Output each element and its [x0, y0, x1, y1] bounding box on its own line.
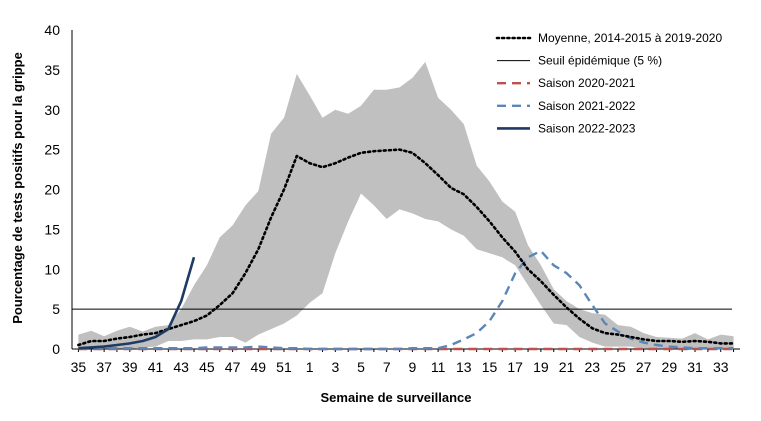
- series-line-0: [77, 148, 735, 347]
- y-tick-label: 15: [44, 221, 60, 237]
- historical-range-band: [78, 61, 734, 350]
- legend-label: Saison 2022-2023: [538, 121, 636, 135]
- x-tick-label: 11: [431, 359, 446, 375]
- x-tick-label: 17: [507, 359, 523, 375]
- y-tick-label: 40: [44, 22, 60, 38]
- x-tick-label: 25: [610, 359, 626, 375]
- x-tick-label: 47: [225, 359, 241, 375]
- legend-label: Saison 2020-2021: [538, 76, 636, 90]
- x-tick-label: 5: [357, 359, 365, 375]
- y-tick-label: 0: [52, 341, 60, 357]
- x-tick-label: 27: [636, 359, 652, 375]
- x-tick-label: 1: [306, 359, 314, 375]
- y-tick-label: 25: [44, 142, 60, 158]
- x-tick-label: 51: [276, 359, 292, 375]
- legend-label: Moyenne, 2014-2015 à 2019-2020: [538, 31, 722, 45]
- x-tick-label: 9: [409, 359, 417, 375]
- y-tick-label: 5: [52, 301, 60, 317]
- range-band-layer: [78, 61, 734, 350]
- x-tick-label: 31: [687, 359, 703, 375]
- y-axis-title: Pourcentage de tests positifs pour la gr…: [10, 52, 25, 324]
- x-tick-label: 21: [559, 359, 575, 375]
- series-line-3: [78, 249, 734, 351]
- legend: Moyenne, 2014-2015 à 2019-2020 Seuil épid…: [495, 31, 722, 135]
- legend-label: Saison 2021-2022: [538, 99, 636, 113]
- x-axis-title: Semaine de surveillance: [320, 390, 471, 405]
- x-tick-label: 35: [71, 359, 87, 375]
- x-tick-label: 33: [713, 359, 729, 375]
- legend-label: Seuil épidémique (5 %): [538, 54, 662, 68]
- y-tick-label: 20: [44, 182, 60, 198]
- y-tick-label: 35: [44, 62, 60, 78]
- x-tick-label: 41: [148, 359, 164, 375]
- x-tick-label: 43: [173, 359, 189, 375]
- x-tick-label: 7: [383, 359, 391, 375]
- x-tick-label: 13: [456, 359, 472, 375]
- x-tick-label: 49: [250, 359, 266, 375]
- x-tick-label: 3: [331, 359, 339, 375]
- x-tick-label: 39: [122, 359, 138, 375]
- x-tick-label: 45: [199, 359, 215, 375]
- x-tick-label: 19: [533, 359, 549, 375]
- x-tick-label: 23: [584, 359, 600, 375]
- x-tick-label: 29: [662, 359, 678, 375]
- x-tick-label: 15: [482, 359, 498, 375]
- series-layer: [72, 148, 735, 351]
- x-tick-label: 37: [96, 359, 112, 375]
- y-tick-label: 30: [44, 102, 60, 118]
- y-tick-label: 10: [44, 261, 60, 277]
- series-line-4: [78, 256, 196, 350]
